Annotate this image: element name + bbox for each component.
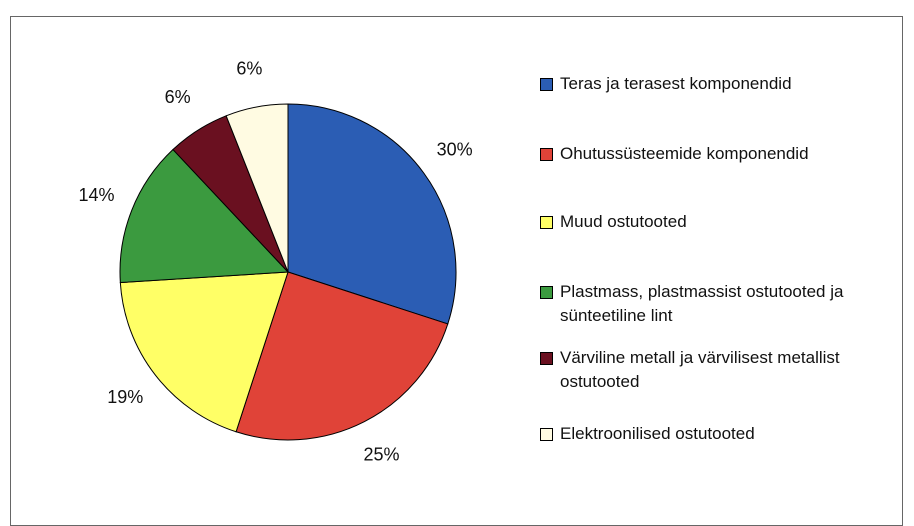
legend-label: Teras ja terasest komponendid	[560, 74, 792, 93]
pie-slice	[119, 148, 290, 284]
data-label: 6%	[165, 87, 191, 107]
legend-label: Muud ostutooted	[560, 212, 687, 231]
legend-swatch	[540, 352, 553, 365]
legend-entry: Ohutussüsteemide komponendid	[540, 142, 900, 166]
pie-slice	[287, 103, 457, 325]
legend-swatch	[540, 286, 553, 299]
data-label: 6%	[236, 58, 262, 78]
legend-label: Elektroonilised ostutooted	[560, 424, 755, 443]
legend-entry: Plastmass, plastmassist ostutooted ja sü…	[540, 280, 900, 328]
data-label: 25%	[364, 444, 400, 464]
legend-swatch	[540, 216, 553, 229]
legend-label: Ohutussüsteemide komponendid	[560, 144, 809, 163]
data-label: 30%	[437, 140, 473, 160]
pie-slice	[225, 103, 289, 273]
pie-slice	[235, 271, 449, 441]
legend-entry: Muud ostutooted	[540, 210, 900, 234]
data-label: 14%	[78, 185, 114, 205]
legend-entry: Värviline metall ja värvilisest metallis…	[540, 346, 900, 394]
legend-swatch	[540, 428, 553, 441]
legend-entry: Teras ja terasest komponendid	[540, 72, 900, 96]
legend-label: Värviline metall ja värvilisest metallis…	[560, 348, 840, 391]
pie-slice	[119, 271, 289, 433]
legend-swatch	[540, 148, 553, 161]
data-label: 19%	[107, 387, 143, 407]
legend-label: Plastmass, plastmassist ostutooted ja sü…	[560, 282, 844, 325]
legend-entry: Elektroonilised ostutooted	[540, 422, 900, 446]
legend-swatch	[540, 78, 553, 91]
